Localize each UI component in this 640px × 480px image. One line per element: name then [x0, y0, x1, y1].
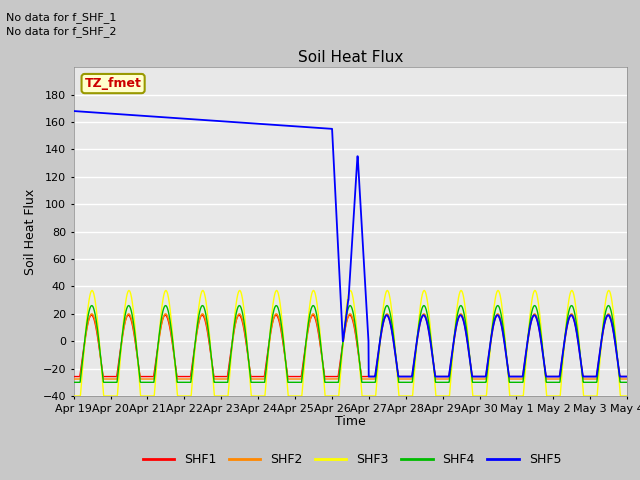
- Y-axis label: Soil Heat Flux: Soil Heat Flux: [24, 189, 37, 275]
- Text: No data for f_SHF_2: No data for f_SHF_2: [6, 26, 117, 37]
- Legend: SHF1, SHF2, SHF3, SHF4, SHF5: SHF1, SHF2, SHF3, SHF4, SHF5: [138, 448, 566, 471]
- X-axis label: Time: Time: [335, 415, 366, 428]
- Title: Soil Heat Flux: Soil Heat Flux: [298, 49, 403, 65]
- Text: TZ_fmet: TZ_fmet: [84, 77, 141, 90]
- Text: No data for f_SHF_1: No data for f_SHF_1: [6, 12, 116, 23]
